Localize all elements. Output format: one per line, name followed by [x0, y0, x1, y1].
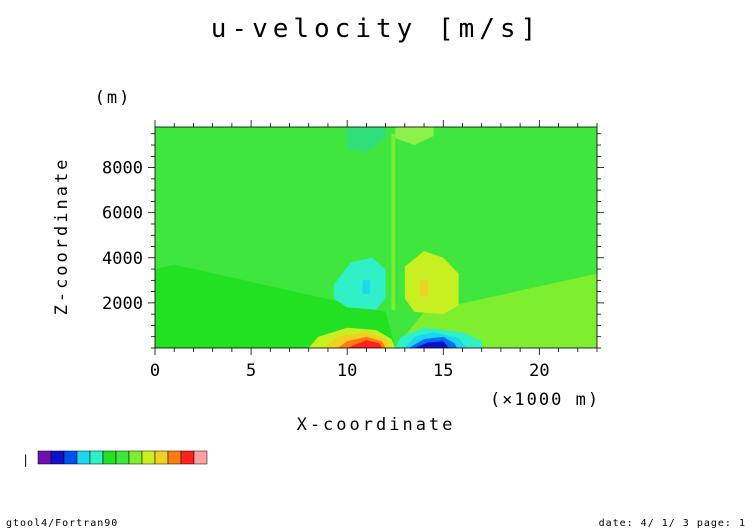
x-tick-label: 20	[529, 361, 549, 381]
y-axis-label: Z-coordinate	[52, 157, 72, 316]
y-tick-label: 8000	[102, 159, 143, 179]
colorbar-swatch	[37, 450, 52, 465]
contour-region-16	[414, 341, 449, 348]
colorbar-swatch	[141, 450, 156, 465]
x-tick-label: 15	[433, 361, 453, 381]
contour-region-8	[420, 280, 428, 297]
colorbar-swatch	[167, 450, 182, 465]
x-axis-label: X-coordinate	[297, 415, 456, 435]
y-tick-label: 4000	[102, 249, 143, 269]
contour-region-12	[347, 340, 382, 348]
contour-region-6	[362, 280, 371, 294]
contour-region-1	[395, 273, 597, 348]
colorbar-label: |	[22, 453, 29, 467]
colorbar-swatch	[154, 450, 169, 465]
colorbar-swatch	[89, 450, 104, 465]
colorbar-swatch	[128, 450, 143, 465]
colorbar-swatch	[63, 450, 78, 465]
contour-region-2	[391, 133, 396, 310]
footer-left: gtool4/Fortran90	[6, 518, 118, 529]
contour-region-7	[404, 251, 459, 315]
y-tick-label: 6000	[102, 204, 143, 224]
plot-frame	[154, 126, 598, 349]
colorbar-swatch	[50, 450, 65, 465]
x-tick-label: 5	[246, 361, 256, 381]
x-tick-label: 10	[337, 361, 357, 381]
colorbar-swatch	[193, 450, 208, 465]
footer-right: date: 4/ 1/ 3 page: 1	[599, 518, 746, 529]
x-unit-label: (×1000 m)	[490, 390, 600, 410]
y-tick-label: 2000	[102, 294, 143, 314]
contour-region-3	[347, 127, 386, 152]
contour-region-0	[155, 264, 396, 348]
colorbar-swatch	[180, 450, 195, 465]
colorbar-swatch	[76, 450, 91, 465]
contour-region-4	[395, 127, 434, 145]
y-unit-label: (m)	[95, 88, 132, 108]
contour-region-5	[333, 257, 386, 310]
x-tick-label: 0	[150, 361, 160, 381]
colorbar-swatch	[115, 450, 130, 465]
colorbar-swatch	[102, 450, 117, 465]
chart-title: u-velocity [m/s]	[211, 14, 541, 44]
